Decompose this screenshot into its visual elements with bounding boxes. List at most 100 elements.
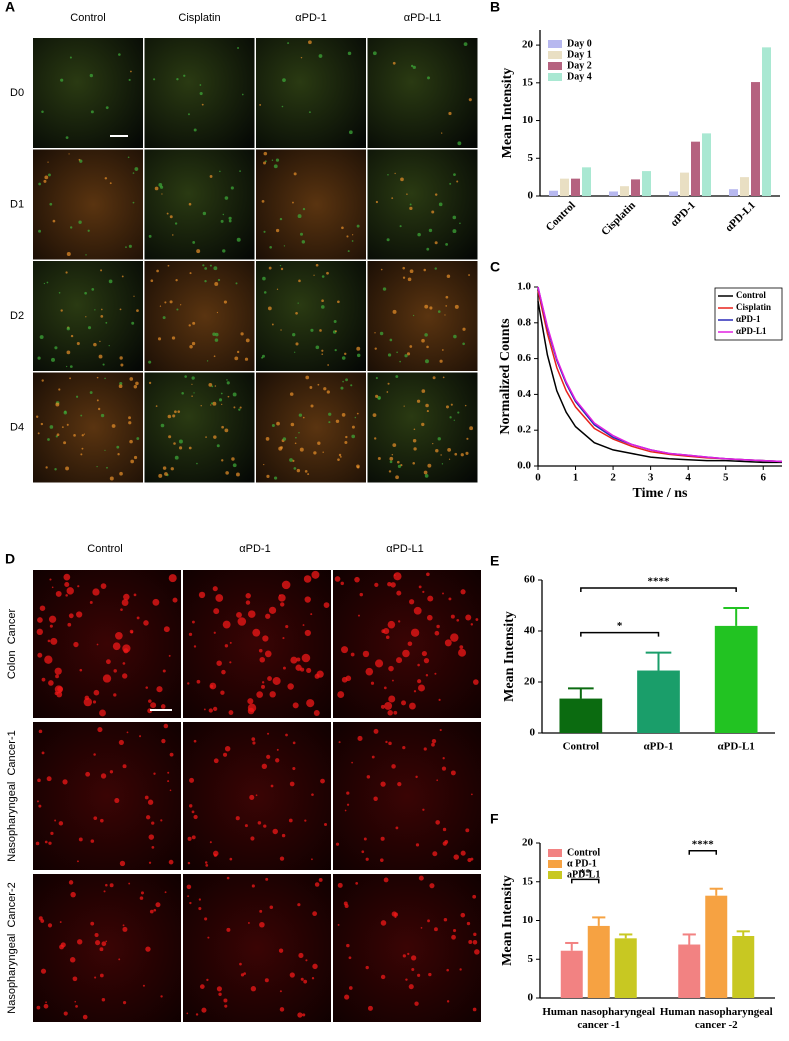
micrograph	[183, 722, 331, 870]
texture	[460, 850, 466, 856]
error-bar	[645, 651, 672, 671]
texture	[209, 264, 212, 267]
texture	[36, 415, 39, 418]
texture	[432, 851, 438, 857]
texture	[82, 1014, 88, 1020]
texture	[58, 291, 61, 294]
texture	[426, 345, 429, 349]
texture	[257, 821, 262, 825]
texture	[463, 42, 468, 47]
texture	[93, 816, 98, 821]
texture	[95, 940, 101, 946]
legend-label: αPD-1	[736, 314, 761, 324]
texture	[456, 180, 459, 183]
micrograph	[144, 38, 255, 148]
texture	[43, 282, 46, 285]
texture	[233, 406, 236, 409]
texture	[43, 1003, 49, 1009]
texture	[58, 821, 64, 826]
texture	[148, 234, 152, 238]
texture	[380, 858, 384, 862]
texture	[283, 245, 286, 247]
texture	[166, 212, 169, 215]
texture	[427, 919, 430, 923]
texture	[193, 739, 197, 743]
texture	[40, 422, 44, 426]
texture	[130, 459, 135, 464]
texture	[261, 681, 265, 684]
y-tick-label: 40	[524, 625, 536, 637]
texture	[423, 268, 426, 272]
y-tick-label: 0.8	[517, 316, 531, 328]
texture	[278, 948, 284, 953]
texture	[202, 211, 207, 216]
x-tick-label: 4	[685, 472, 691, 484]
texture	[442, 592, 444, 595]
texture	[328, 421, 331, 424]
texture	[37, 356, 41, 360]
texture	[172, 234, 174, 236]
texture	[204, 861, 208, 864]
texture	[392, 61, 396, 65]
texture	[473, 932, 477, 937]
texture	[161, 193, 163, 195]
texture	[292, 766, 296, 771]
texture	[425, 674, 429, 677]
texture	[333, 320, 337, 323]
texture	[374, 437, 377, 440]
texture	[424, 333, 428, 337]
texture	[94, 933, 99, 938]
texture	[403, 405, 405, 407]
texture	[300, 667, 305, 672]
texture	[83, 697, 93, 707]
texture	[465, 828, 470, 833]
texture	[156, 269, 159, 273]
texture	[413, 690, 417, 693]
texture	[391, 197, 394, 199]
y-tick-label: 0	[528, 992, 534, 1004]
texture	[118, 958, 121, 961]
texture	[48, 173, 51, 177]
bar	[678, 944, 701, 998]
texture	[175, 279, 178, 282]
texture	[159, 185, 164, 189]
texture	[347, 250, 350, 253]
texture	[68, 153, 70, 155]
line	[537, 301, 782, 464]
micrograph	[333, 722, 481, 870]
texture	[247, 610, 256, 618]
micrograph	[144, 261, 255, 371]
texture	[41, 751, 45, 755]
texture	[413, 428, 416, 431]
texture	[400, 177, 404, 182]
micrograph	[256, 38, 366, 148]
texture	[387, 620, 396, 629]
bar	[620, 186, 629, 196]
texture	[392, 309, 397, 314]
bar	[560, 178, 569, 196]
texture	[456, 618, 460, 622]
texture	[144, 795, 149, 800]
texture	[226, 927, 231, 932]
texture	[280, 602, 285, 607]
texture	[444, 639, 452, 647]
texture	[75, 1005, 78, 1008]
error-bar	[619, 933, 633, 939]
texture	[318, 54, 323, 58]
texture	[355, 881, 359, 885]
texture	[105, 659, 111, 665]
micrograph	[33, 372, 143, 483]
texture	[184, 375, 187, 378]
texture	[293, 467, 297, 470]
texture	[191, 810, 195, 814]
bar	[560, 950, 583, 998]
texture	[263, 291, 267, 294]
texture	[313, 710, 320, 716]
texture	[452, 229, 457, 234]
texture	[55, 590, 62, 597]
texture	[341, 356, 346, 360]
legend-label: Day 4	[567, 71, 592, 82]
texture	[213, 355, 216, 358]
texture	[38, 182, 42, 186]
